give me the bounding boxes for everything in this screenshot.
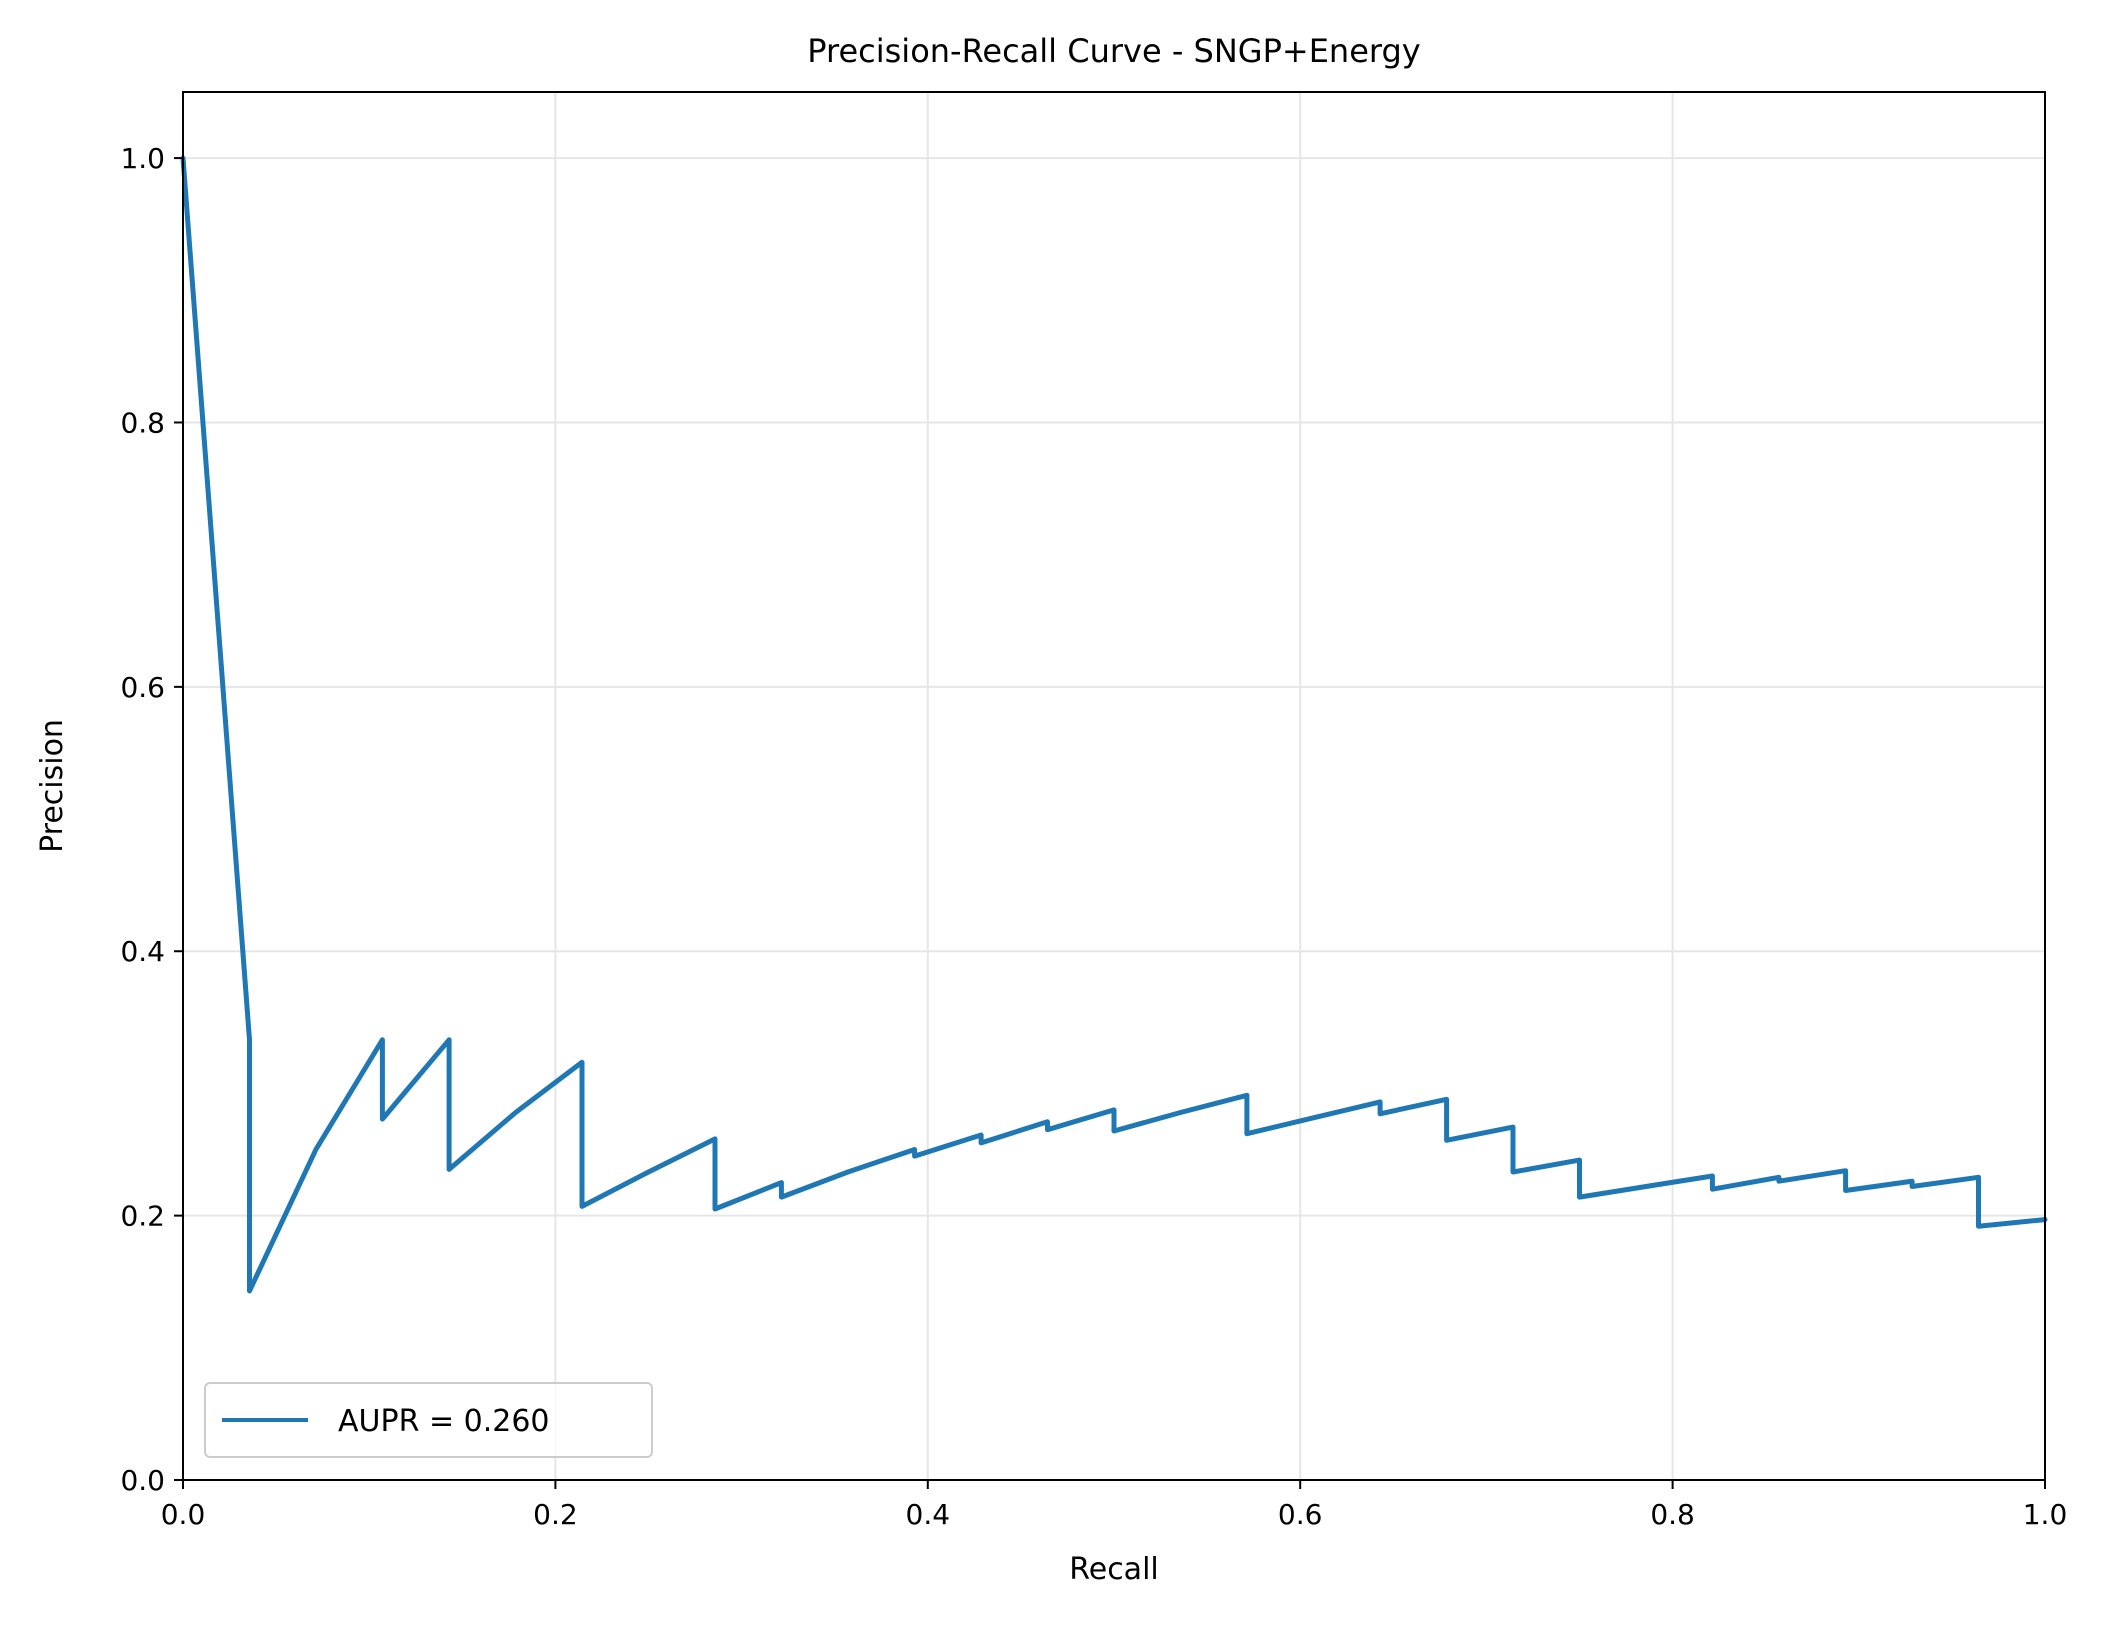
legend: AUPR = 0.260 [204,1382,653,1458]
y-tick-label: 1.0 [120,142,165,175]
series-line [180,155,2048,1294]
legend-entry-label: AUPR = 0.260 [338,1404,550,1439]
x-tick-label: 0.2 [533,1498,578,1531]
x-tick-label: 0.0 [161,1498,206,1531]
chart-title: Precision-Recall Curve - SNGP+Energy [807,32,1420,70]
tick-layer: 0.0 0.2 0.4 0.6 0.8 1.0 0.0 0.2 0.4 0.6 0.8 1.0 [120,142,2067,1531]
x-tick-label: 1.0 [2023,1498,2068,1531]
y-axis-label: Precision [35,719,70,853]
legend-box [204,1382,653,1458]
y-tick-label: 0.0 [120,1464,165,1497]
x-tick-label: 0.4 [906,1498,951,1531]
x-axis-label: Recall [1069,1552,1159,1587]
plot-frame [182,91,2046,1481]
series-layer [180,155,2048,1294]
y-tick-label: 0.6 [120,671,165,704]
grid-layer [182,92,2046,1481]
y-tick-label: 0.8 [120,406,165,439]
x-tick-label: 0.8 [1650,1498,1695,1531]
y-tick-label: 0.4 [120,935,165,968]
x-tick-label: 0.6 [1278,1498,1323,1531]
y-tick-label: 0.2 [120,1200,165,1233]
